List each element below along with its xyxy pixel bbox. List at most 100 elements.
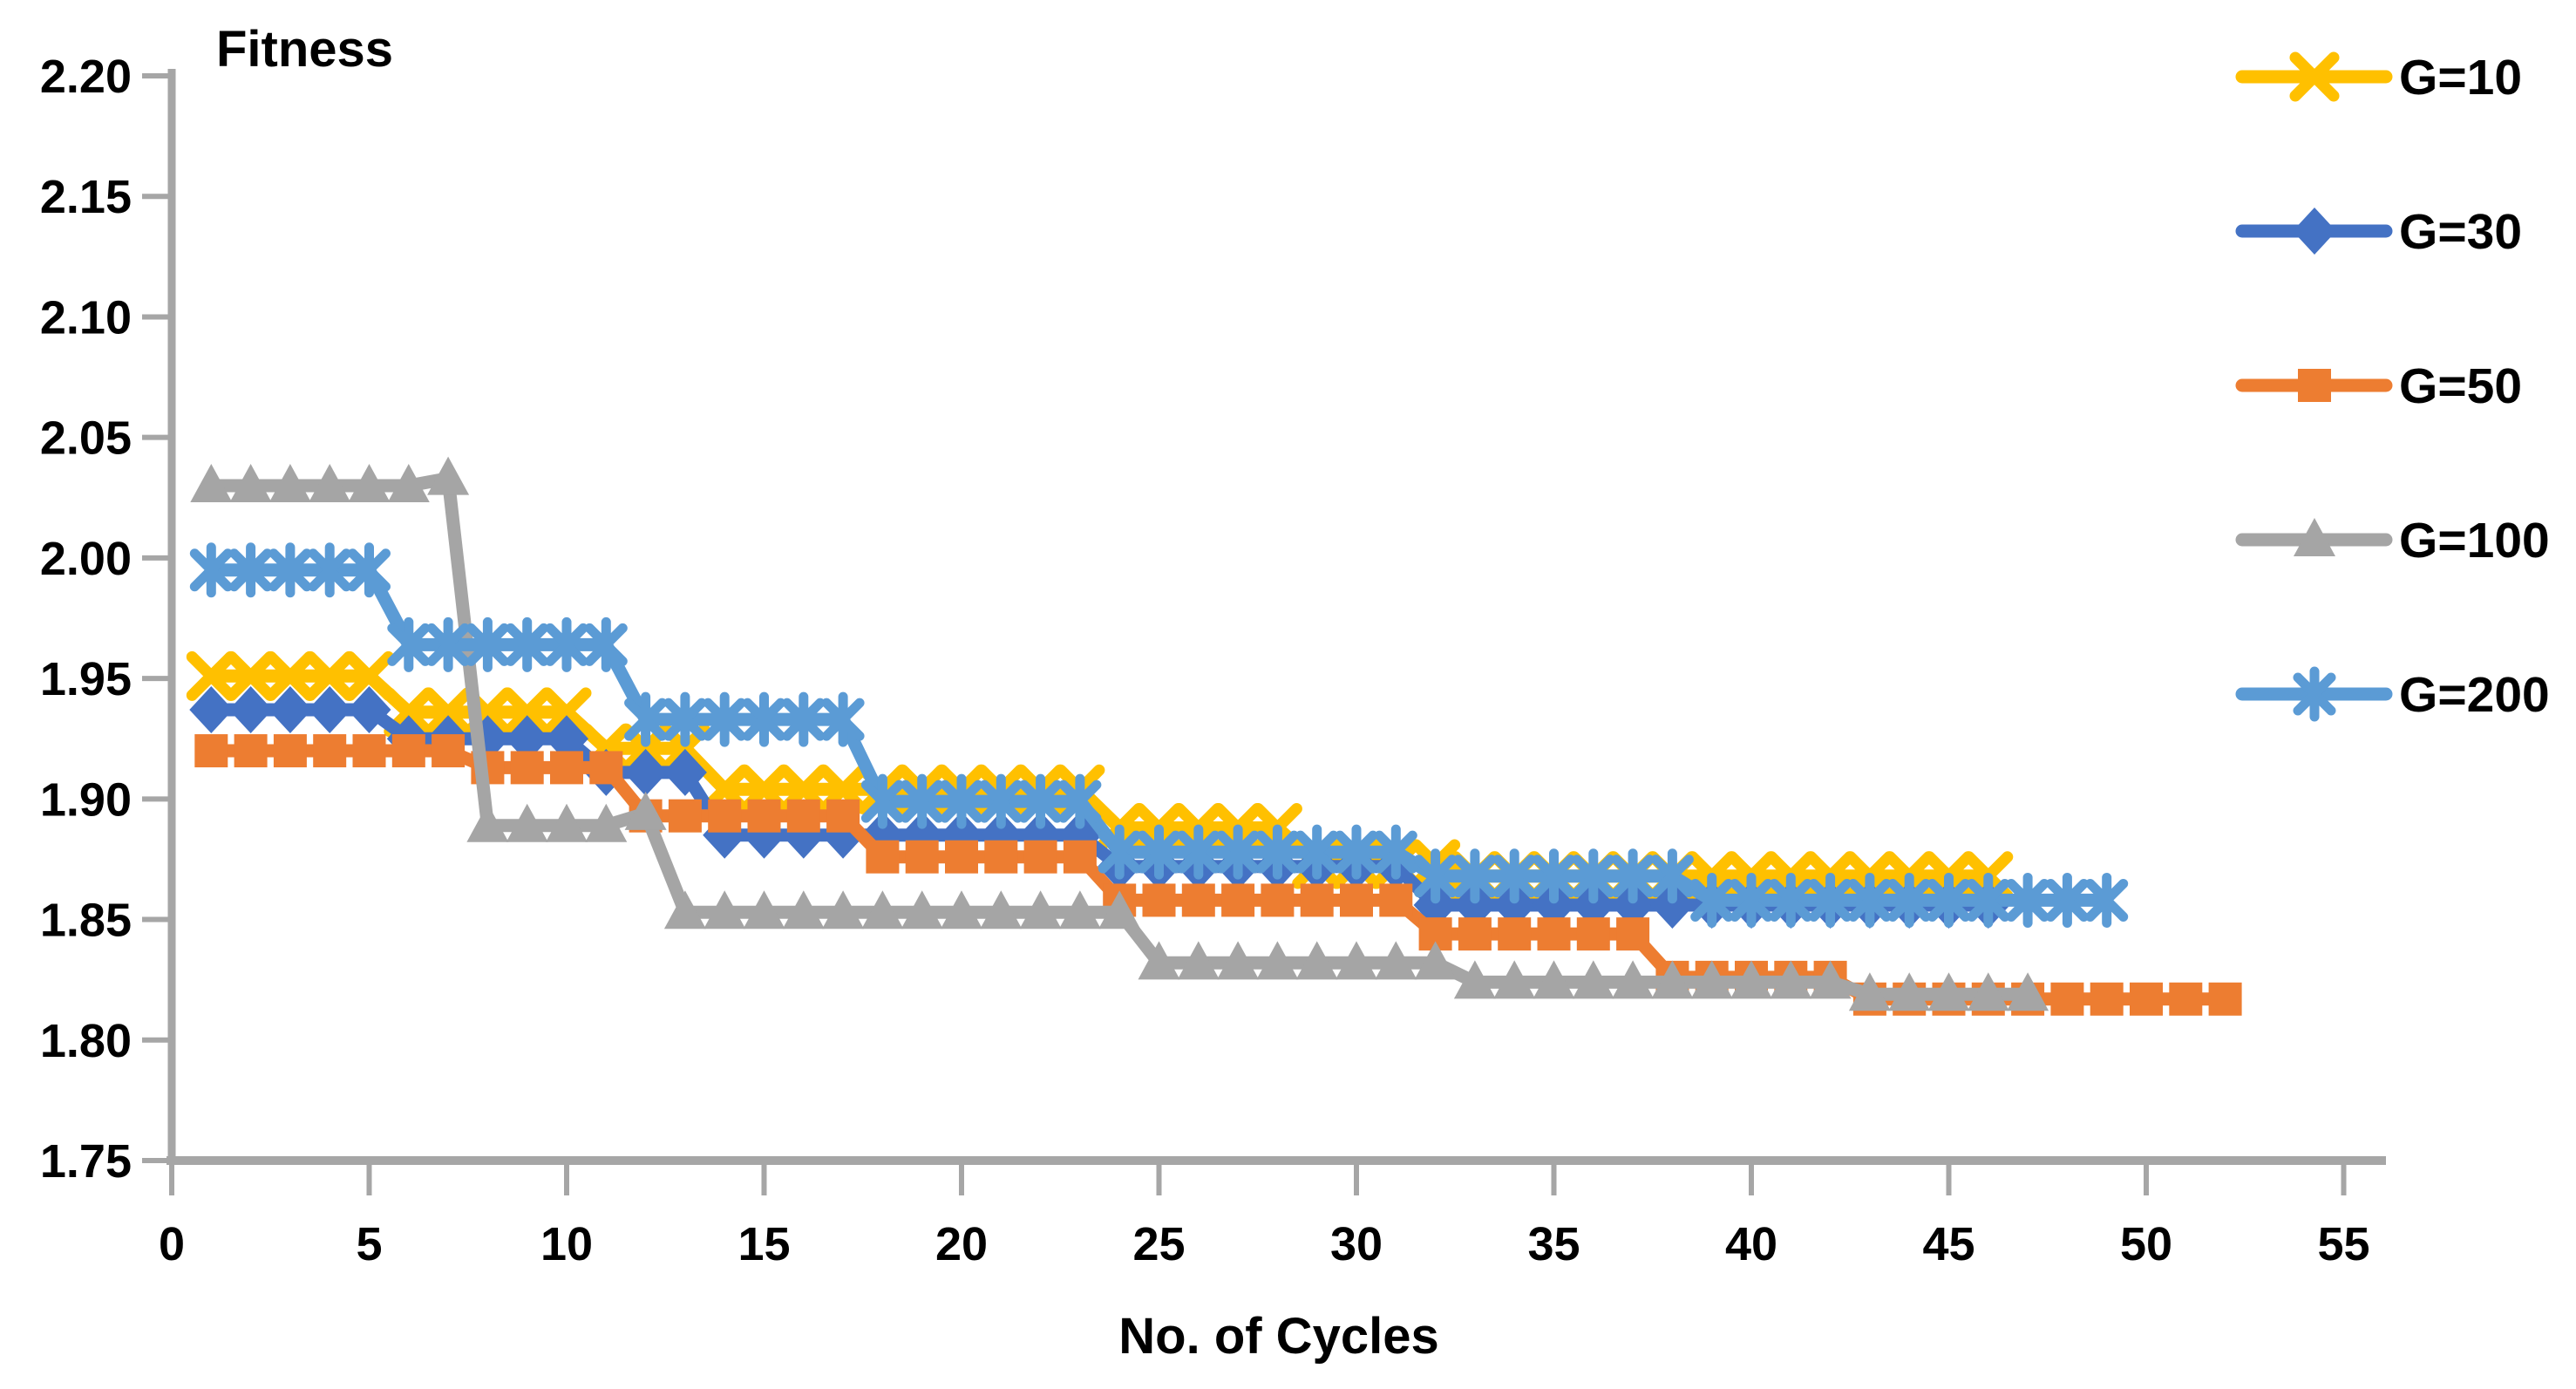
asterisk-marker [901,773,944,829]
chart-legend: G=10 G=30 G=50 G=100 G=200 [2235,50,2550,723]
triangle-marker [466,803,509,842]
triangle-marker [1217,941,1260,980]
asterisk-marker [348,542,391,598]
square-marker [866,840,900,874]
y-tick-label: 1.75 [40,1135,132,1188]
square-marker [2208,982,2242,1016]
asterisk-marker [782,691,826,747]
diamond-marker [308,686,352,734]
asterisk-marker [663,691,707,747]
x-tick-label: 5 [356,1218,382,1270]
triangle-marker [2007,972,2049,1011]
triangle-marker [941,890,982,929]
triangle-marker [1533,960,1575,999]
y-tick-label: 2.20 [40,51,132,103]
square-marker [2298,369,2331,402]
asterisk-marker [940,773,983,829]
square-marker [1261,883,1295,917]
triangle-marker [1770,960,1812,999]
legend-label: G=200 [2399,667,2550,723]
square-marker [1498,917,1532,951]
asterisk-marker [1414,848,1458,904]
triangle-marker [1612,960,1655,999]
legend-label: G=100 [2399,513,2550,569]
x-tick-label: 50 [2120,1218,2172,1270]
asterisk-marker [584,616,628,672]
legend-item-g100: G=100 [2235,513,2550,569]
asterisk-marker [426,616,470,672]
triangle-marker [1690,960,1733,999]
x-marker [423,687,473,738]
chart-axes: 2.20 2.15 2.10 2.05 2.00 1.95 1.90 1.85 1.80 1.75… [40,51,2386,1270]
x-tick-label: 0 [159,1218,185,1270]
asterisk-marker [2006,872,2049,928]
triangle-marker [506,803,548,842]
triangle-marker [348,463,391,502]
asterisk-marker [506,616,549,672]
x-marker [344,650,394,701]
square-marker [905,840,939,874]
square-marker [1616,917,1650,951]
square-marker [1458,917,1492,951]
legend-label: G=10 [2399,50,2522,106]
square-marker [1221,883,1255,917]
x-tick-label: 45 [1922,1218,1974,1270]
triangle-marker [585,803,628,842]
asterisk-marker [1177,824,1220,880]
square-marker [589,751,623,785]
triangle-marker [190,463,233,502]
x-marker [226,650,276,701]
triangle-marker [822,890,865,929]
asterisk-marker [2293,666,2336,722]
legend-item-g10: G=10 [2235,50,2522,106]
square-marker [432,734,466,768]
diamond-marker [189,686,234,734]
triangle-marker [624,791,667,830]
asterisk-marker [1809,872,1852,928]
triangle-marker [901,890,943,929]
y-tick-label: 2.15 [40,171,132,223]
asterisk-marker [1927,872,1970,928]
diamond-marker [505,715,549,763]
asterisk-marker [1848,872,1892,928]
x-tick-label: 40 [1725,1218,1777,1270]
series-g100 [190,456,2049,1011]
triangle-marker [1375,941,1417,980]
x-tick-label: 35 [1527,1218,1580,1270]
asterisk-marker [1769,872,1812,928]
chart-series-layer [186,456,2242,1016]
square-marker [391,734,425,768]
y-tick-label: 1.90 [40,773,132,826]
asterisk-marker [1138,824,1180,880]
asterisk-marker [979,773,1023,829]
square-marker [510,751,544,785]
legend-item-g30: G=30 [2235,204,2522,260]
asterisk-marker [1058,773,1102,829]
square-marker [2169,982,2203,1016]
square-marker [1340,883,1373,917]
square-marker [550,751,583,785]
asterisk-marker [1967,872,2010,928]
asterisk-marker [1611,848,1655,904]
triangle-marker [1177,941,1220,980]
triangle-marker [1098,890,1141,929]
square-marker [1181,883,1215,917]
triangle-marker [1651,960,1694,999]
x-marker [304,650,355,701]
asterisk-marker [743,691,785,747]
square-marker [313,734,347,768]
triangle-marker [663,890,706,929]
asterisk-marker [1098,824,1141,880]
asterisk-marker [1453,848,1497,904]
x-marker [2289,51,2340,102]
x-tick-label: 55 [2317,1218,2369,1270]
asterisk-marker [308,542,351,598]
x-axis-title: No. of Cycles [1118,1308,1438,1365]
series-g200 [189,542,2129,928]
square-marker [668,799,702,833]
square-marker [826,799,860,833]
x-tick-label: 20 [935,1218,988,1270]
square-marker [747,799,781,833]
x-tick-label: 15 [737,1218,790,1270]
